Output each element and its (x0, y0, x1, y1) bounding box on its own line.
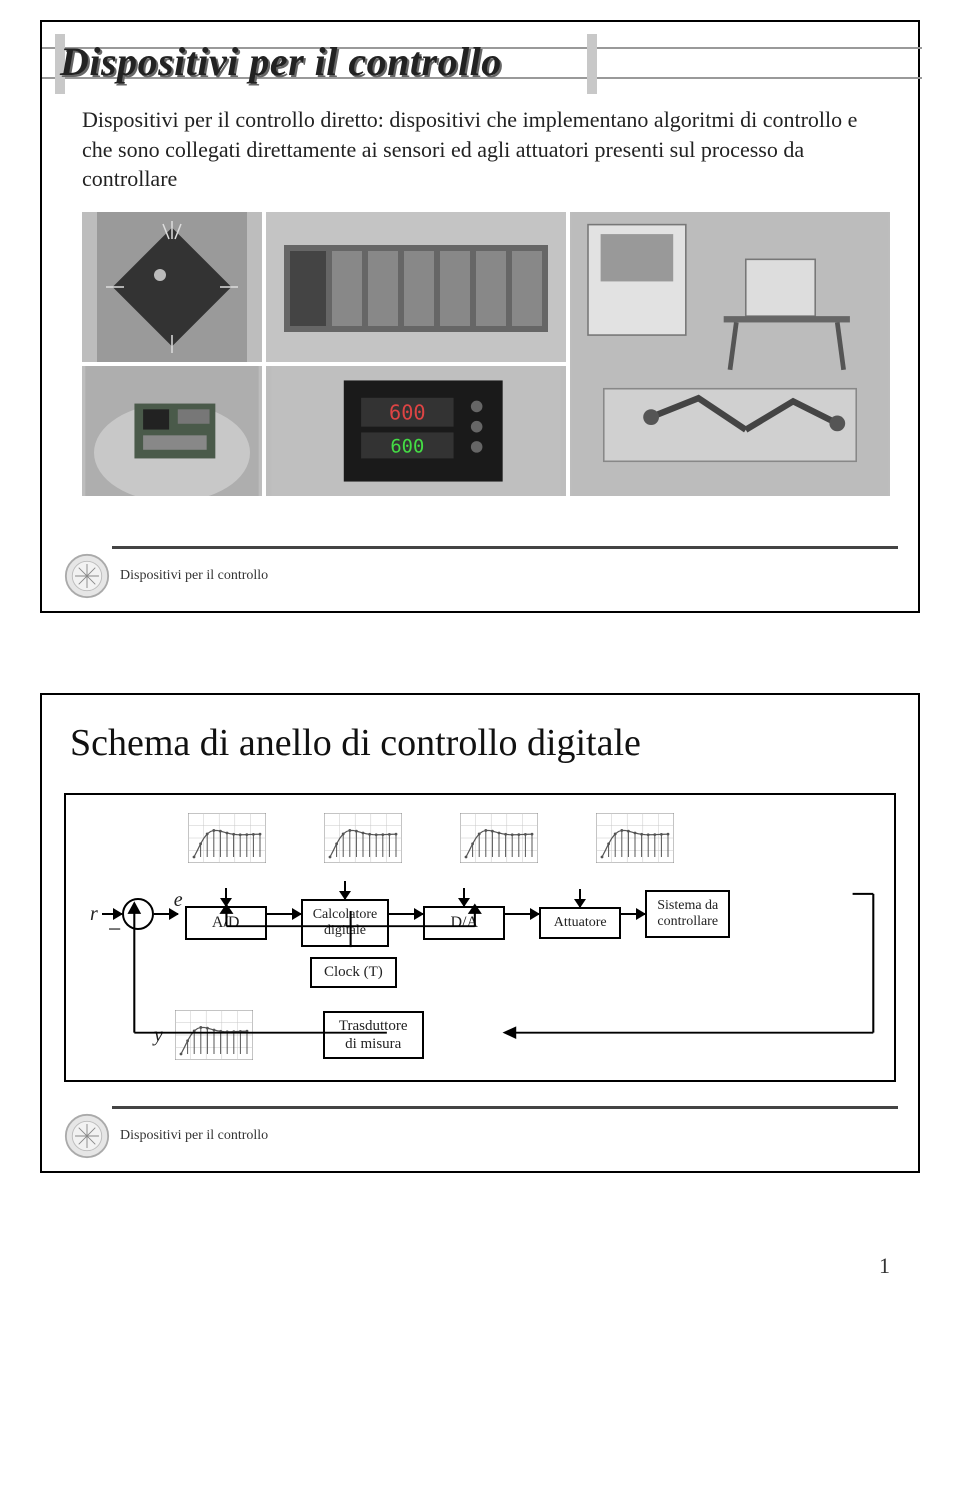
summing-junction: − (122, 898, 154, 930)
arrow-r-sum (102, 913, 122, 915)
footer-rule (112, 546, 898, 549)
slide1-footer: Dispositivi per il controllo (120, 568, 268, 584)
block-clock: Clock (T) (310, 957, 397, 988)
slide1-title-block: Dispositivi per il controllo Dispositivi… (42, 22, 918, 97)
tras-l2: di misura (345, 1036, 401, 1052)
forward-path: r − e A/D Calcolatore digitale (86, 881, 880, 947)
photo-grid: 600 600 (82, 212, 878, 496)
footer-rule-2 (112, 1106, 898, 1109)
svg-text:600: 600 (389, 401, 426, 425)
block-sistema: Sistema da controllare (645, 890, 730, 938)
mini-plot-row (188, 813, 880, 863)
block-ad: A/D (185, 906, 267, 940)
slide2-title: Schema di anello di controllo digitale (70, 721, 908, 765)
label-e: e (174, 889, 183, 912)
photo-board (82, 366, 262, 496)
svg-text:600: 600 (390, 437, 424, 458)
arrow-ad-calc (267, 913, 301, 915)
label-y: y (154, 1024, 163, 1047)
block-calc-l2: digitale (324, 923, 366, 938)
mini-plot-y (175, 1010, 253, 1060)
block-calc: Calcolatore digitale (301, 899, 390, 947)
clock-row: Clock (T) (80, 957, 880, 988)
photo-plc-rack (266, 212, 566, 362)
control-loop-diagram: r − e A/D Calcolatore digitale (64, 793, 896, 1082)
arrow-att-sys (621, 913, 645, 915)
block-da: D/A (423, 906, 505, 940)
block-attuatore: Attuatore (539, 907, 621, 939)
slide2-footer: Dispositivi per il controllo (120, 1128, 268, 1144)
slide1-title: Dispositivi per il controllo (60, 38, 502, 85)
arrow-da-att (505, 913, 539, 915)
arrow-calc-da (389, 913, 423, 915)
down-arrow-ad (225, 888, 227, 906)
mini-plot-2 (324, 813, 402, 863)
label-r: r (90, 903, 98, 926)
arrow-sum-e (154, 913, 178, 915)
slide-2: Schema di anello di controllo digitale r… (40, 693, 920, 1173)
feedback-path: y Trasduttore di misura (86, 1010, 880, 1060)
minus-sign: − (108, 917, 122, 944)
seal-icon (64, 553, 110, 599)
mini-plot-4 (596, 813, 674, 863)
down-arrow-da (463, 888, 465, 906)
slide-1: Dispositivi per il controllo Dispositivi… (40, 20, 920, 613)
tras-l1: Trasduttore (339, 1018, 408, 1034)
down-arrow-calc (344, 881, 346, 899)
block-calc-l1: Calcolatore (313, 907, 378, 922)
photo-controller: 600 600 (266, 366, 566, 496)
mini-plot-3 (460, 813, 538, 863)
block-trasduttore: Trasduttore di misura (323, 1011, 424, 1059)
seal-icon-2 (64, 1113, 110, 1159)
photo-chip (82, 212, 262, 362)
slide1-body-text: Dispositivi per il controllo diretto: di… (82, 105, 878, 194)
block-sys-l2: controllare (657, 914, 718, 929)
block-sys-l1: Sistema da (657, 898, 718, 913)
down-arrow-att (579, 889, 581, 907)
mini-plot-1 (188, 813, 266, 863)
page-number: 1 (30, 1253, 890, 1279)
photo-lab (570, 212, 890, 496)
